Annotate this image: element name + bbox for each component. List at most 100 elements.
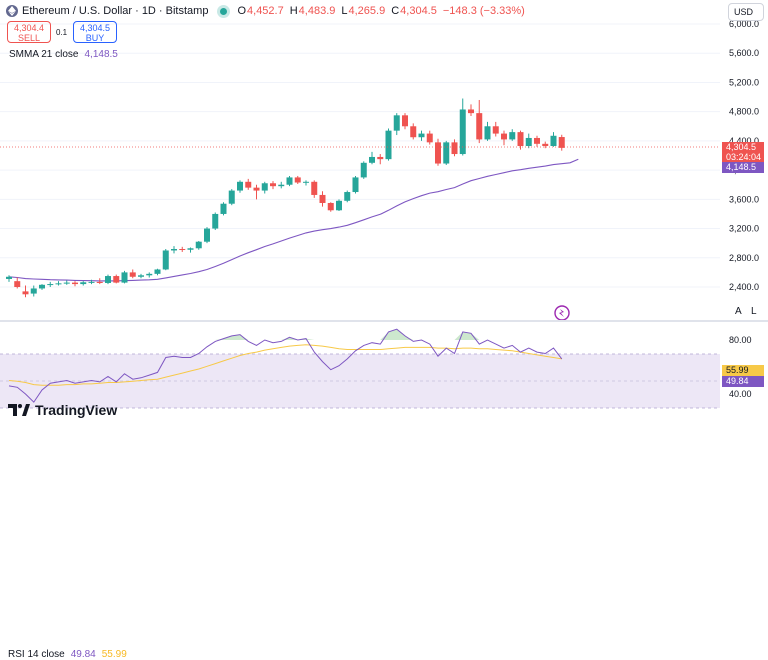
candle-down (501, 130, 507, 146)
rsi-ma-line (8, 344, 562, 386)
candle-up (187, 247, 194, 253)
candle-down (319, 191, 326, 207)
symbol-title[interactable]: Ethereum / U.S. Dollar · 1D · Bitstamp (22, 5, 209, 17)
candle-body (179, 249, 186, 251)
candle-up (55, 281, 62, 286)
candle-body (377, 156, 384, 160)
tradingview-icon (8, 404, 30, 416)
candle-down (435, 138, 441, 166)
price-axis-tick: 5,200.0 (729, 77, 759, 87)
auto-scale-button[interactable]: A (735, 306, 742, 317)
candle-body (245, 181, 252, 188)
smma-label: SMMA 21 close (9, 49, 79, 60)
rsi-axis-tick: 80.00 (729, 335, 752, 345)
candle-up (39, 284, 45, 290)
log-scale-button[interactable]: L (751, 306, 757, 317)
price-axis-tick: 3,200.0 (729, 224, 759, 234)
rsi-ma-tag: 55.99 (722, 365, 764, 376)
ohlc-high-key: H (289, 5, 298, 17)
candle-body (105, 276, 111, 283)
candle-body (426, 133, 433, 143)
candle-body (402, 115, 408, 127)
candle-body (228, 190, 235, 204)
buy-button[interactable]: 4,304.5 BUY (73, 21, 117, 43)
candle-up (344, 190, 351, 203)
rsi-legend[interactable]: RSI 14 close 49.84 55.99 (8, 649, 127, 660)
candle-up (30, 285, 37, 297)
rsi-label: RSI 14 close (8, 649, 65, 660)
smma-price-tag: 4,148.5 (722, 162, 764, 173)
candle-body (204, 228, 210, 242)
candle-body (558, 137, 565, 148)
candle-up (146, 272, 153, 278)
price-chart-panel[interactable]: 6,000.05,600.05,200.04,800.04,400.04,000… (0, 0, 768, 321)
candle-up (278, 181, 285, 189)
rsi-chart-svg[interactable]: 80.00 40.00 (0, 322, 768, 422)
candle-down (410, 123, 417, 140)
candle-body (435, 142, 441, 164)
candle-up (154, 268, 161, 276)
price-change: −148.3 (−3.33%) (442, 5, 525, 17)
sell-label: SELL (17, 33, 41, 43)
candle-body (154, 269, 161, 274)
spread-value: 0.1 (56, 28, 68, 37)
candle-body (195, 241, 202, 249)
candle-up (393, 113, 400, 136)
currency-button[interactable]: USD (728, 3, 764, 21)
candle-up (212, 212, 219, 231)
candle-body (336, 200, 342, 211)
candle-down (245, 178, 252, 190)
candle-up (369, 151, 375, 165)
candle-body (88, 281, 95, 283)
candle-body (451, 142, 458, 155)
currency-label: USD (734, 7, 754, 17)
candle-body (146, 273, 153, 276)
replay-icon[interactable] (554, 305, 570, 321)
candle-body (220, 203, 227, 214)
candle-down (179, 246, 186, 252)
candle-down (377, 154, 384, 165)
rsi-axis-tick: 40.00 (729, 389, 752, 399)
ohlc-low-value: 4,265.9 (348, 5, 386, 17)
candle-body (138, 275, 144, 277)
candle-down (451, 139, 458, 157)
candle-down (492, 121, 499, 137)
candle-body (113, 276, 120, 283)
candle-down (402, 113, 408, 130)
smma-legend[interactable]: SMMA 21 close 4,148.5 (9, 49, 118, 60)
candle-body (311, 181, 318, 195)
tradingview-logo[interactable]: TradingView (8, 402, 117, 418)
ohlc-open-value: 4,452.7 (247, 5, 284, 17)
candle-body (14, 281, 21, 287)
candle-body (385, 130, 392, 160)
candle-body (212, 213, 219, 229)
candle-up (47, 281, 54, 287)
candle-body (550, 135, 557, 147)
candle-up (286, 175, 293, 187)
candle-up (237, 180, 243, 193)
rsi-line (8, 328, 563, 403)
buy-label: BUY (85, 33, 105, 43)
candle-up (336, 199, 342, 212)
price-axis-tick: 2,400.0 (729, 282, 759, 292)
price-chart-svg[interactable]: 6,000.05,600.05,200.04,800.04,400.04,000… (0, 0, 768, 321)
tradingview-wordmark: TradingView (35, 402, 118, 418)
candles-layer (6, 98, 565, 298)
candle-body (468, 109, 474, 114)
candle-body (286, 177, 293, 185)
pane-divider[interactable] (0, 320, 768, 322)
candle-up (138, 273, 144, 279)
candle-body (344, 192, 351, 201)
candle-up (509, 129, 516, 141)
candle-up (6, 275, 12, 282)
candle-body (237, 181, 243, 191)
price-axis-tick: 6,000.0 (729, 19, 759, 29)
candle-up (360, 161, 367, 179)
candle-body (63, 282, 70, 284)
candle-body (517, 132, 524, 147)
sell-button[interactable]: 4,304.4 SELL (7, 21, 51, 43)
rsi-value-tag: 49.84 (722, 376, 764, 387)
candle-body (270, 183, 276, 187)
candle-down (426, 130, 433, 145)
price-grid (0, 23, 720, 288)
